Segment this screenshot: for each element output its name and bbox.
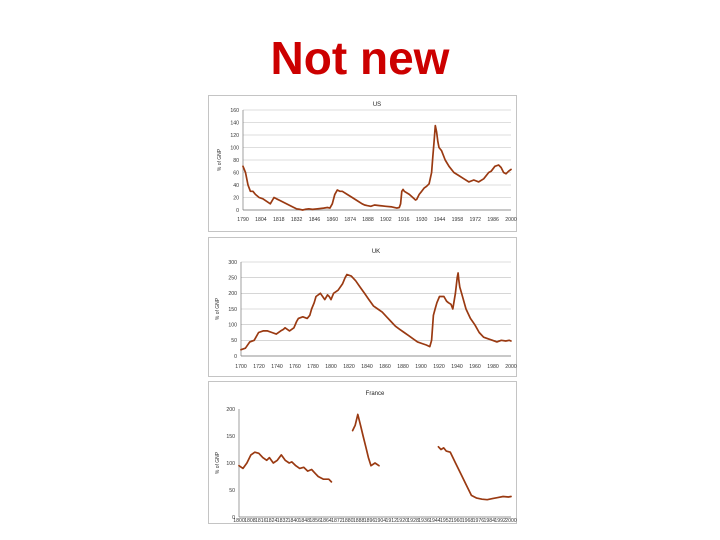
series-line bbox=[437, 445, 512, 501]
x-tick-label: 1790 bbox=[237, 217, 249, 223]
uk-chart: UK 0 50 100 150 200 250 300 1700 1720 1740 1760 1780… bbox=[208, 237, 517, 377]
y-tick-label: 300 bbox=[228, 260, 237, 266]
x-tick-label: 1880 bbox=[342, 518, 354, 524]
x-tick-label: 1986 bbox=[487, 217, 499, 223]
x-tick-label: 1808 bbox=[244, 518, 256, 524]
chart-svg: UK 0 50 100 150 200 250 300 1700 1720 1740 1760 1780… bbox=[215, 249, 517, 370]
x-tick-label: 1972 bbox=[469, 217, 481, 223]
x-tick-label: 1780 bbox=[307, 364, 319, 370]
x-tick-label: 1840 bbox=[288, 518, 300, 524]
x-tick-label: 1874 bbox=[344, 217, 356, 223]
x-tick-label: 1864 bbox=[320, 518, 332, 524]
y-tick-label: 200 bbox=[226, 407, 235, 413]
y-tick-label: 150 bbox=[226, 434, 235, 440]
x-tick-label: 1760 bbox=[289, 364, 301, 370]
x-tick-label: 2000 bbox=[505, 518, 517, 524]
x-tick-label: 1824 bbox=[266, 518, 278, 524]
series-line bbox=[242, 124, 512, 211]
x-tick-label: 1904 bbox=[375, 518, 387, 524]
x-tick-label: 1896 bbox=[364, 518, 376, 524]
x-tick-label: 1928 bbox=[407, 518, 419, 524]
x-tick-label: 1920 bbox=[396, 518, 408, 524]
y-tick-label: 120 bbox=[230, 133, 239, 139]
x-tick-label: 1816 bbox=[255, 518, 267, 524]
x-tick-label: 1800 bbox=[233, 518, 245, 524]
x-tick-label: 1800 bbox=[325, 364, 337, 370]
x-tick-label: 1888 bbox=[362, 217, 374, 223]
x-tick-label: 1912 bbox=[386, 518, 398, 524]
chart-title: France bbox=[366, 391, 385, 397]
x-tick-label: 1856 bbox=[309, 518, 321, 524]
x-tick-label: 1992 bbox=[494, 518, 506, 524]
x-tick-label: 1960 bbox=[451, 518, 463, 524]
series-line bbox=[238, 451, 333, 483]
y-tick-label: 50 bbox=[231, 338, 237, 344]
y-tick-label: 60 bbox=[233, 170, 239, 176]
y-tick-label: 80 bbox=[233, 158, 239, 164]
x-tick-label: 1940 bbox=[451, 364, 463, 370]
x-tick-label: 1848 bbox=[299, 518, 311, 524]
y-tick-label: 250 bbox=[228, 275, 237, 281]
x-tick-label: 1980 bbox=[487, 364, 499, 370]
y-tick-label: 40 bbox=[233, 183, 239, 189]
x-tick-label: 1832 bbox=[291, 217, 303, 223]
x-tick-label: 1880 bbox=[397, 364, 409, 370]
x-tick-label: 1700 bbox=[235, 364, 247, 370]
y-axis-label: % of GNP bbox=[215, 297, 221, 320]
x-tick-label: 1952 bbox=[440, 518, 452, 524]
france-chart: France 0 50 100 150 200 1800 1808 1816 1824 1832 18… bbox=[208, 381, 517, 524]
x-tick-label: 1936 bbox=[418, 518, 430, 524]
x-tick-label: 1958 bbox=[452, 217, 464, 223]
x-tick-label: 1984 bbox=[483, 518, 495, 524]
x-tick-label: 1720 bbox=[253, 364, 265, 370]
y-tick-label: 100 bbox=[226, 461, 235, 467]
slide-title: Not new bbox=[270, 32, 450, 84]
y-axis-label: % of GNP bbox=[215, 451, 221, 474]
x-tick-label: 1860 bbox=[379, 364, 391, 370]
x-tick-label: 1976 bbox=[473, 518, 485, 524]
y-tick-label: 160 bbox=[230, 108, 239, 114]
x-tick-label: 1944 bbox=[429, 518, 441, 524]
x-tick-label: 1804 bbox=[255, 217, 267, 223]
us-chart: US 0 20 40 60 80 100 120 140 160 1790 1804 1818 1832 1… bbox=[208, 95, 517, 232]
x-tick-label: 1900 bbox=[415, 364, 427, 370]
y-axis-label: % of GNP bbox=[217, 148, 223, 171]
x-tick-label: 1820 bbox=[343, 364, 355, 370]
y-tick-label: 100 bbox=[230, 145, 239, 151]
x-tick-label: 1860 bbox=[327, 217, 339, 223]
x-tick-label: 1832 bbox=[277, 518, 289, 524]
x-tick-label: 2000 bbox=[505, 217, 517, 223]
chart-title: UK bbox=[372, 249, 380, 255]
y-tick-label: 0 bbox=[232, 515, 235, 521]
series-line bbox=[351, 413, 380, 467]
x-tick-label: 1920 bbox=[433, 364, 445, 370]
x-tick-label: 1818 bbox=[273, 217, 285, 223]
x-tick-label: 1916 bbox=[398, 217, 410, 223]
x-tick-label: 1930 bbox=[416, 217, 428, 223]
x-tick-label: 1740 bbox=[271, 364, 283, 370]
y-tick-label: 0 bbox=[236, 208, 239, 214]
y-tick-label: 50 bbox=[229, 488, 235, 494]
x-tick-label: 1840 bbox=[361, 364, 373, 370]
x-tick-label: 1902 bbox=[380, 217, 392, 223]
series-line bbox=[240, 272, 512, 351]
chart-title: US bbox=[373, 102, 381, 108]
y-tick-label: 20 bbox=[233, 195, 239, 201]
x-tick-label: 1968 bbox=[462, 518, 474, 524]
y-tick-label: 200 bbox=[228, 291, 237, 297]
x-tick-label: 1846 bbox=[309, 217, 321, 223]
x-tick-label: 1960 bbox=[469, 364, 481, 370]
y-tick-label: 0 bbox=[234, 354, 237, 360]
y-tick-label: 150 bbox=[228, 307, 237, 313]
y-tick-label: 140 bbox=[230, 120, 239, 126]
x-tick-label: 1872 bbox=[331, 518, 343, 524]
x-tick-label: 1944 bbox=[434, 217, 446, 223]
y-tick-label: 100 bbox=[228, 322, 237, 328]
x-tick-label: 2000 bbox=[505, 364, 517, 370]
x-tick-label: 1888 bbox=[353, 518, 365, 524]
chart-svg: US 0 20 40 60 80 100 120 140 160 1790 1804 1818 1832 1… bbox=[217, 102, 517, 223]
